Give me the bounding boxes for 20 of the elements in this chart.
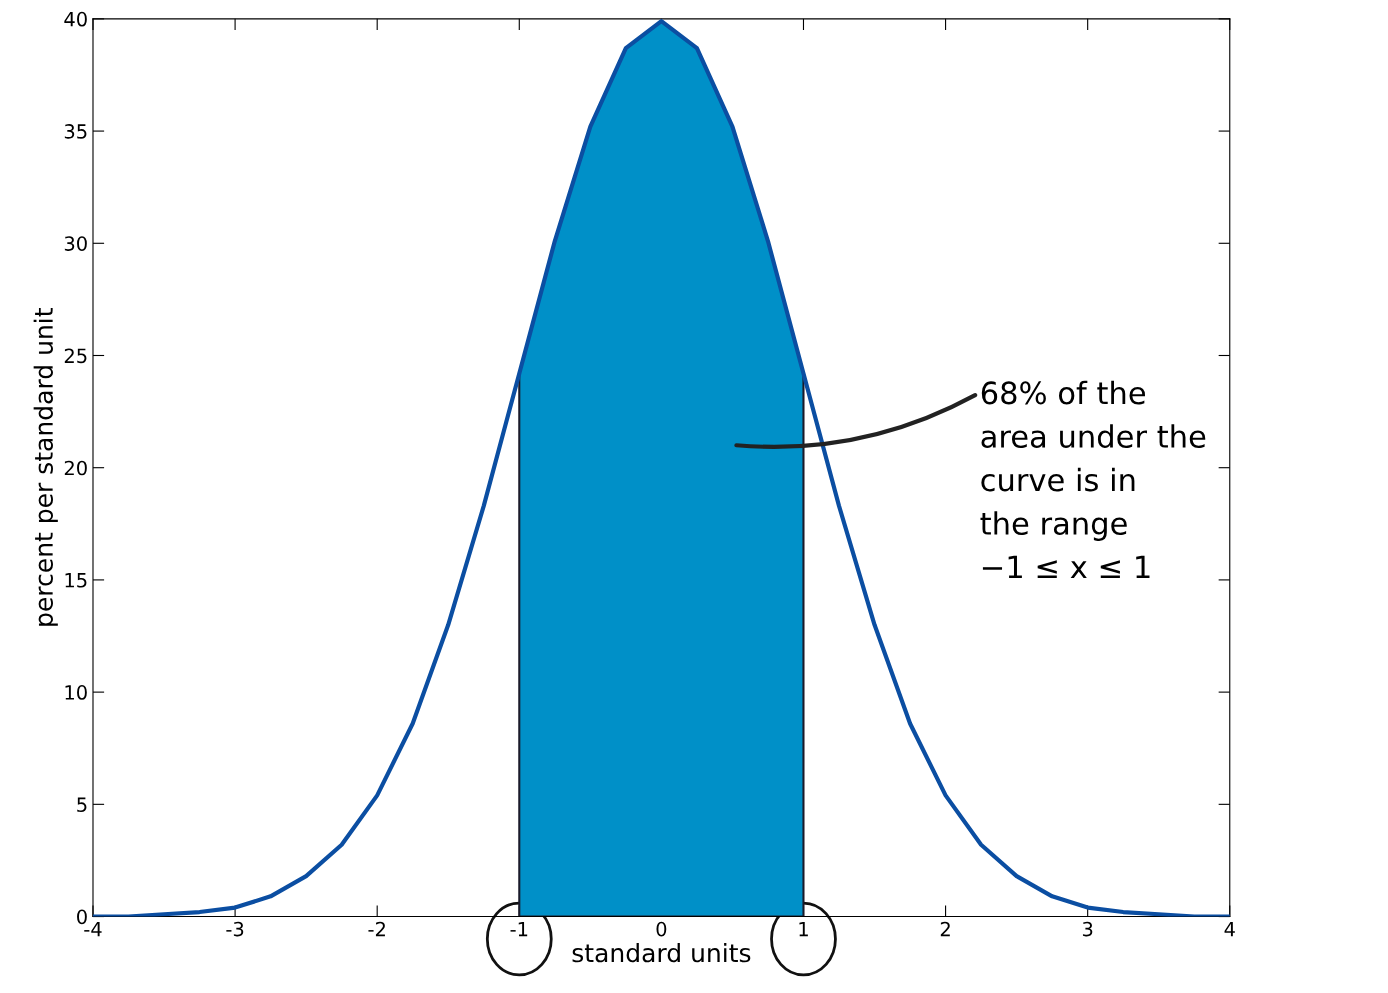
x-tick-label: 1 [799, 922, 808, 937]
x-tick-label: 3 [1082, 921, 1093, 937]
line-series [93, 19, 1230, 917]
x-tick-label: -1 [510, 922, 528, 937]
x-tick-label: -2 [368, 921, 385, 937]
y-tick-label: 20 [64, 460, 87, 476]
x-tick-label: -3 [226, 921, 244, 937]
y-tick-label: 10 [65, 685, 87, 700]
y-tick-label: 35 [64, 124, 87, 139]
annotation: 68% of the area under the curve is in the range −1 ≤ x ≤ 1 [980, 380, 1206, 579]
y-tick-label: 25 [64, 348, 87, 364]
y-tick-label: 15 [65, 573, 87, 588]
x-tick-label: 2 [940, 921, 950, 937]
x-tick-label: 4 [1224, 922, 1235, 937]
x-axis-title: standard units [572, 943, 751, 963]
y-tick-label: 40 [64, 11, 87, 27]
y-tick-label: 5 [77, 797, 87, 812]
y-tick-label: 30 [64, 236, 87, 251]
x-tick-label: 0 [656, 921, 667, 937]
y-axis-title: percent per standard unit [33, 308, 58, 626]
